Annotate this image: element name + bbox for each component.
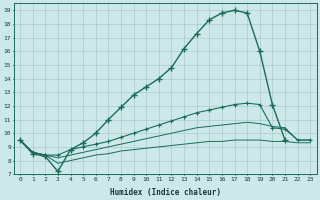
X-axis label: Humidex (Indice chaleur): Humidex (Indice chaleur) (110, 188, 220, 197)
